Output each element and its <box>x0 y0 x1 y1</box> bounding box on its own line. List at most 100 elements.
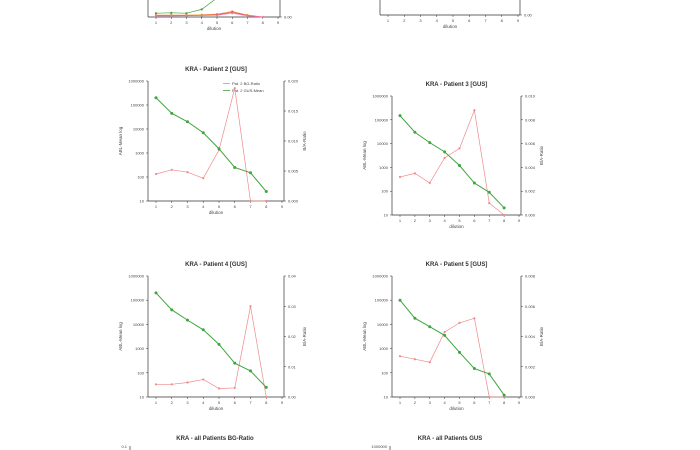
x-tick-label: 9 <box>518 218 521 223</box>
x-tick-label: 3 <box>186 204 189 209</box>
data-point <box>413 130 417 134</box>
y-tick-label: 1000000 <box>372 94 388 99</box>
y-tick-label: 1000 <box>135 346 145 351</box>
data-point <box>202 177 205 180</box>
legend-entry: Pat. 2 BG-Ratio <box>232 81 261 86</box>
y2-tick-label: 0.02 <box>288 334 297 339</box>
y2-tick-label: 0.002 <box>525 189 536 194</box>
y-axis-label: ABL-Mean log <box>118 126 123 155</box>
data-point <box>154 12 158 15</box>
data-point <box>473 109 476 112</box>
data-point <box>201 328 205 332</box>
series-line-bg-ratio <box>399 108 505 216</box>
chart-panel-2: 1 2 3 4 5 6 7 8 9 dilution 0.00 <box>379 0 533 29</box>
data-point <box>217 342 221 346</box>
y2-tick-label: 0.005 <box>288 169 299 174</box>
data-point <box>186 171 189 174</box>
x-tick-label: 6 <box>234 204 237 209</box>
y2-tick-label: 0.000 <box>525 213 536 218</box>
x-tick-label: 6 <box>473 400 476 405</box>
y-tick-label: 10 <box>384 213 389 218</box>
y-tick-label: 10000 <box>377 322 389 327</box>
data-point <box>413 316 417 320</box>
x-tick-label: 8 <box>265 400 268 405</box>
chart-title: KRA - Patient 2 [GUS] <box>185 67 247 73</box>
data-point <box>473 317 476 320</box>
series-line-red <box>156 11 263 18</box>
x-axis-label: dilution <box>449 224 464 229</box>
x-tick-label: 5 <box>458 400 461 405</box>
x-tick-label: 8 <box>262 20 265 25</box>
x-tick-label: 9 <box>518 400 521 405</box>
data-point <box>503 213 506 217</box>
data-point <box>502 393 506 397</box>
y2-axis-label: B/A-Ratio <box>302 326 307 346</box>
x-tick-label: 1 <box>155 20 158 25</box>
data-point <box>264 385 268 389</box>
data-point <box>443 330 446 334</box>
x-tick-label: 3 <box>429 400 432 405</box>
data-point <box>170 11 173 14</box>
data-point <box>458 164 461 168</box>
data-point <box>154 172 158 176</box>
data-point <box>215 14 219 17</box>
x-tick-label: 8 <box>503 218 506 223</box>
data-point <box>185 12 188 15</box>
data-point <box>233 386 236 390</box>
x-tick-label: 7 <box>249 204 252 209</box>
x-tick-label: 9 <box>517 18 520 23</box>
data-point <box>428 361 431 364</box>
data-point <box>202 378 205 381</box>
x-tick-label: 7 <box>484 18 487 23</box>
y2-tick-label: 0.004 <box>525 334 536 339</box>
data-point <box>217 387 221 390</box>
data-point <box>154 14 158 17</box>
data-point <box>398 175 402 179</box>
y-tick-label: 10 <box>140 395 145 400</box>
data-point <box>413 172 416 175</box>
x-tick-label: 1 <box>399 218 402 223</box>
x-tick-label: 4 <box>201 20 204 25</box>
x-tick-label: 7 <box>488 400 491 405</box>
data-point <box>264 189 268 193</box>
y2-tick-label: 0.015 <box>288 109 299 114</box>
y-tick-label: 100 <box>137 370 144 375</box>
x-tick-label: 2 <box>171 204 174 209</box>
x-tick-label: 6 <box>234 400 237 405</box>
data-point <box>265 395 268 399</box>
chart-panel-8: KRA - all Patients GUS 1000000 <box>371 436 482 450</box>
series-line-bg-ratio <box>399 317 505 398</box>
chart-panel-4: KRA - Patient 3 [GUS] 1 2 3 4 5 6 7 8 9 dilution 10… <box>362 82 544 229</box>
x-axis-label: dilution <box>207 26 222 31</box>
y2-tick-label: 0.010 <box>525 94 536 99</box>
y-tick-label: 10000 <box>133 322 145 327</box>
x-tick-label: 2 <box>414 400 417 405</box>
y-tick-label: 10 <box>140 199 145 204</box>
x-tick-label: 5 <box>216 20 219 25</box>
series-line-bg-ratio <box>156 306 267 398</box>
data-point <box>458 147 461 150</box>
data-point <box>170 308 174 312</box>
data-point <box>217 147 221 151</box>
data-point <box>233 87 236 90</box>
chart-title: KRA - all Patients BG-Ratio <box>176 436 254 442</box>
data-point <box>487 190 491 194</box>
y-tick-label: 1000000 <box>372 274 388 279</box>
data-point <box>443 333 447 337</box>
x-tick-label: 7 <box>488 218 491 223</box>
data-point <box>398 298 402 302</box>
data-point <box>502 206 506 210</box>
y-tick-label: 100000 <box>131 103 145 108</box>
chart-title: KRA - Patient 3 [GUS] <box>426 82 488 88</box>
x-tick-label: 5 <box>218 400 221 405</box>
data-point <box>249 369 252 373</box>
y2-tick-label: 0.008 <box>525 274 536 279</box>
data-point <box>443 156 446 159</box>
chart-panel-1: 1 2 3 4 5 6 7 8 9 dilution 0.00 <box>147 0 293 31</box>
x-axis-label: dilution <box>209 210 224 215</box>
x-tick-label: 3 <box>186 400 189 405</box>
chart-title: KRA - Patient 5 [GUS] <box>426 262 488 268</box>
x-tick-label: 5 <box>218 204 221 209</box>
y-tick-label: 10000 <box>133 127 145 132</box>
